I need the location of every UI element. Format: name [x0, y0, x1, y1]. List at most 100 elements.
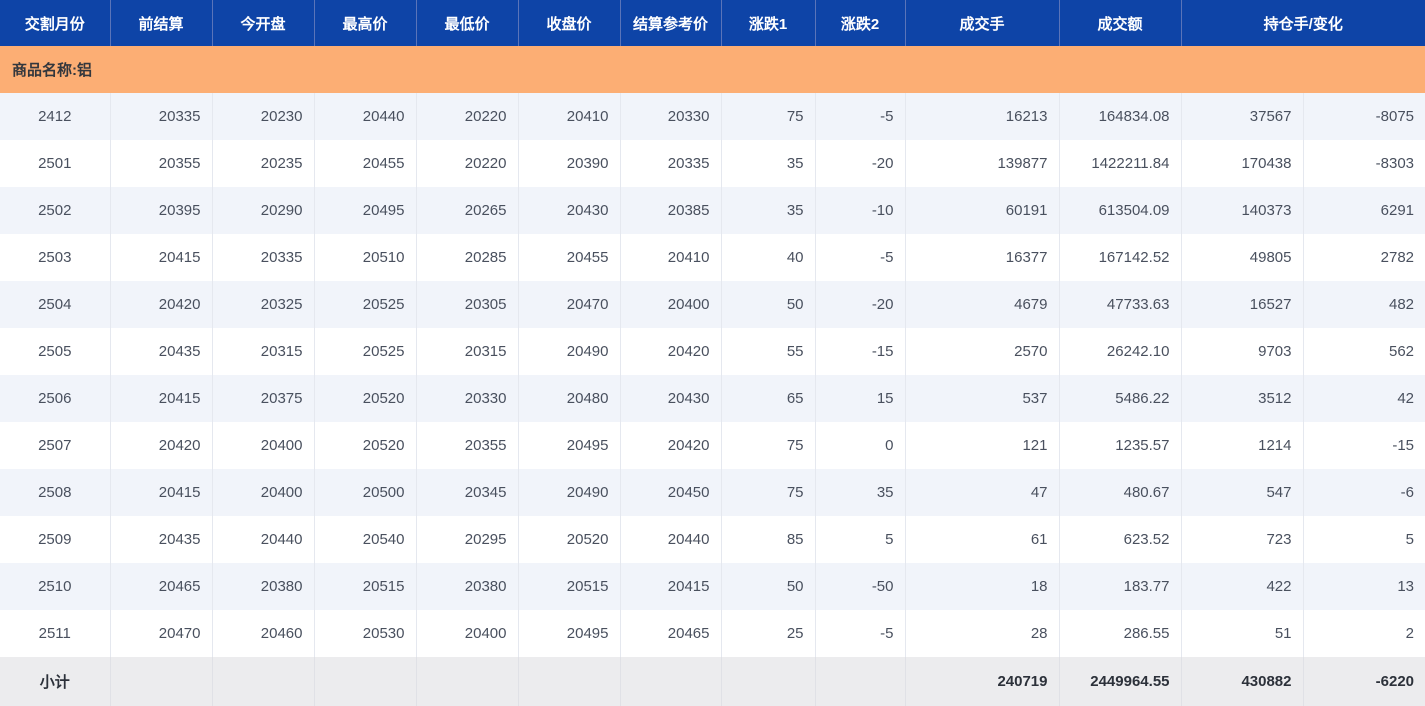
- cell-close: 20495: [518, 610, 621, 657]
- cell-prev-settlement: 20435: [110, 516, 213, 563]
- subtotal-empty: [416, 657, 519, 706]
- cell-open: 20290: [212, 187, 315, 234]
- cell-open-interest: 723: [1181, 516, 1304, 563]
- cell-oi-change: 42: [1397, 390, 1415, 407]
- subtotal-empty: [110, 657, 213, 706]
- cell-settlement-ref: 20335: [620, 140, 722, 187]
- cell-open-interest: 140373: [1181, 187, 1304, 234]
- cell-change2: -5: [815, 610, 906, 657]
- cell-low: 20295: [416, 516, 519, 563]
- cell-high: 20510: [314, 234, 417, 281]
- cell-delivery-month: 2509: [0, 516, 111, 563]
- cell-volume: 537: [905, 375, 1060, 422]
- cell-low: 20285: [416, 234, 519, 281]
- subtotal-oi-change: -6220: [1303, 657, 1425, 706]
- table-header: 交割月份 前结算 今开盘 最高价 最低价 收盘价 结算参考价 涨跌1 涨跌2 成…: [0, 0, 1425, 46]
- cell-open-interest: 37567: [1181, 93, 1304, 140]
- cell-change1: 50: [721, 281, 816, 328]
- header-row: 交割月份 前结算 今开盘 最高价 最低价 收盘价 结算参考价 涨跌1 涨跌2 成…: [0, 0, 1425, 46]
- cell-close: 20410: [518, 93, 621, 140]
- cell-open-interest: 51: [1181, 610, 1304, 657]
- cell-volume: 2570: [905, 328, 1060, 375]
- subtotal-empty: [518, 657, 621, 706]
- cell-change2: -5: [815, 234, 906, 281]
- table-row: 2502 20395 20290 20495 20265 20430 20385 35 -10 6…: [0, 187, 1425, 234]
- cell-delivery-month: 2502: [0, 187, 111, 234]
- subtotal-open-interest: 430882: [1181, 657, 1304, 706]
- commodity-name-row: 商品名称:铝: [0, 46, 1425, 93]
- cell-low: 20345: [416, 469, 519, 516]
- header-settlement-ref: 结算参考价: [620, 0, 722, 46]
- table-row: 2511 20470 20460 20530 20400 20495 20465 25 -5 28…: [0, 610, 1425, 657]
- cell-prev-settlement: 20435: [110, 328, 213, 375]
- cell-settlement-ref: 20385: [620, 187, 722, 234]
- commodity-name-label: 商品名称:铝: [0, 46, 1425, 93]
- cell-settlement-ref: 20410: [620, 234, 722, 281]
- cell-change1: 55: [721, 328, 816, 375]
- subtotal-empty: [620, 657, 722, 706]
- cell-delivery-month: 2506: [0, 375, 111, 422]
- cell-change1: 25: [721, 610, 816, 657]
- cell-open: 20335: [212, 234, 315, 281]
- table-row: 2509 20435 20440 20540 20295 20520 20440 85 5 61 6…: [0, 516, 1425, 563]
- cell-delivery-month: 2507: [0, 422, 111, 469]
- cell-open: 20230: [212, 93, 315, 140]
- cell-turnover: 26242.10: [1059, 328, 1182, 375]
- cell-change2: 15: [815, 375, 906, 422]
- cell-open: 20400: [212, 422, 315, 469]
- header-low: 最低价: [416, 0, 519, 46]
- cell-oi-change: 13: [1397, 578, 1415, 595]
- subtotal-turnover: 2449964.55: [1059, 657, 1182, 706]
- cell-prev-settlement: 20335: [110, 93, 213, 140]
- header-prev-settlement: 前结算: [110, 0, 213, 46]
- cell-low: 20220: [416, 140, 519, 187]
- cell-volume: 121: [905, 422, 1060, 469]
- cell-change1: 65: [721, 375, 816, 422]
- cell-volume: 47: [905, 469, 1060, 516]
- cell-high: 20440: [314, 93, 417, 140]
- table-row: 2508 20415 20400 20500 20345 20490 20450 75 35 47…: [0, 469, 1425, 516]
- cell-open-interest: 49805: [1181, 234, 1304, 281]
- cell-close: 20515: [518, 563, 621, 610]
- cell-turnover: 286.55: [1059, 610, 1182, 657]
- cell-low: 20330: [416, 375, 519, 422]
- cell-open: 20380: [212, 563, 315, 610]
- cell-prev-settlement: 20420: [110, 281, 213, 328]
- cell-settlement-ref: 20430: [620, 375, 722, 422]
- header-turnover: 成交额: [1059, 0, 1182, 46]
- cell-open: 20235: [212, 140, 315, 187]
- cell-turnover: 1235.57: [1059, 422, 1182, 469]
- cell-close: 20480: [518, 375, 621, 422]
- cell-change2: -10: [815, 187, 906, 234]
- cell-open: 20400: [212, 469, 315, 516]
- cell-delivery-month: 2503: [0, 234, 111, 281]
- cell-oi-change: -8303: [1375, 155, 1415, 172]
- cell-settlement-ref: 20440: [620, 516, 722, 563]
- cell-delivery-month: 2501: [0, 140, 111, 187]
- cell-change1: 75: [721, 422, 816, 469]
- cell-high: 20525: [314, 281, 417, 328]
- cell-open-interest: 547: [1181, 469, 1304, 516]
- header-volume: 成交手: [905, 0, 1060, 46]
- cell-change1: 35: [721, 140, 816, 187]
- cell-high: 20515: [314, 563, 417, 610]
- table-body: 商品名称:铝 2412 20335 20230 20440 20220 20410 2033…: [0, 46, 1425, 706]
- cell-oi-change: 2782: [1380, 249, 1415, 266]
- cell-high: 20495: [314, 187, 417, 234]
- cell-low: 20220: [416, 93, 519, 140]
- cell-turnover: 623.52: [1059, 516, 1182, 563]
- subtotal-empty: [212, 657, 315, 706]
- cell-change2: -5: [815, 93, 906, 140]
- header-open-interest-change: 持仓手/变化: [1181, 0, 1425, 46]
- cell-change1: 75: [721, 469, 816, 516]
- cell-turnover: 613504.09: [1059, 187, 1182, 234]
- cell-high: 20540: [314, 516, 417, 563]
- table-row: 2503 20415 20335 20510 20285 20455 20410 40 -5 16…: [0, 234, 1425, 281]
- cell-low: 20315: [416, 328, 519, 375]
- cell-low: 20400: [416, 610, 519, 657]
- cell-prev-settlement: 20415: [110, 234, 213, 281]
- cell-low: 20380: [416, 563, 519, 610]
- cell-open: 20440: [212, 516, 315, 563]
- cell-settlement-ref: 20400: [620, 281, 722, 328]
